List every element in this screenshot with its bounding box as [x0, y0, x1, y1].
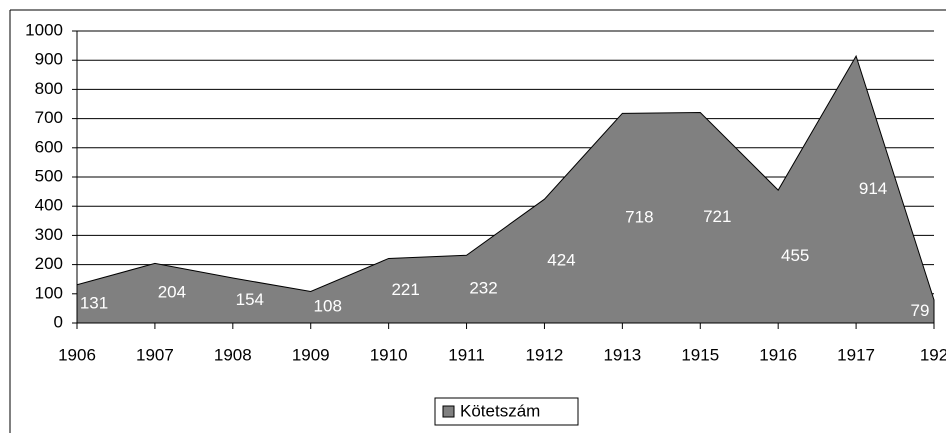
y-tick-label: 800 [35, 79, 63, 98]
y-tick-label: 700 [35, 108, 63, 127]
y-tick-label: 900 [35, 50, 63, 69]
data-label: 131 [80, 293, 108, 312]
x-tick-label: 1910 [370, 345, 408, 364]
data-label: 232 [469, 279, 497, 298]
legend-label: Kötetszám [460, 401, 540, 420]
data-label: 718 [625, 208, 653, 227]
x-tick-label: 1909 [292, 345, 330, 364]
y-tick-label: 500 [35, 166, 63, 185]
y-tick-label: 200 [35, 254, 63, 273]
x-tick-label: 1913 [603, 345, 641, 364]
x-tick-label: 1916 [759, 345, 797, 364]
data-label: 455 [781, 246, 809, 265]
data-label: 204 [158, 283, 186, 302]
y-tick-label: 400 [35, 196, 63, 215]
x-tick-label: 1917 [837, 345, 875, 364]
data-label: 221 [391, 280, 419, 299]
data-label: 424 [547, 251, 575, 270]
y-tick-label: 0 [54, 312, 63, 331]
x-tick-label: 1906 [58, 345, 96, 364]
x-tick-label: 192 [920, 345, 946, 364]
data-label: 914 [859, 179, 887, 198]
y-tick-label: 100 [35, 283, 63, 302]
legend-box [434, 397, 579, 426]
area [76, 54, 935, 324]
data-label: 108 [314, 297, 342, 316]
y-tick-label: 1000 [25, 20, 63, 39]
x-tick-label: 1907 [136, 345, 174, 364]
data-label: 154 [236, 290, 264, 309]
y-tick-label: 300 [35, 225, 63, 244]
y-tick-label: 600 [35, 137, 63, 156]
x-tick-label: 1915 [681, 345, 719, 364]
x-tick-label: 1911 [448, 345, 485, 364]
data-label: 721 [703, 207, 731, 226]
x-tick-label: 1912 [526, 345, 564, 364]
data-label: 79 [911, 301, 930, 320]
x-tick-label: 1908 [214, 345, 252, 364]
legend-swatch [442, 405, 455, 418]
